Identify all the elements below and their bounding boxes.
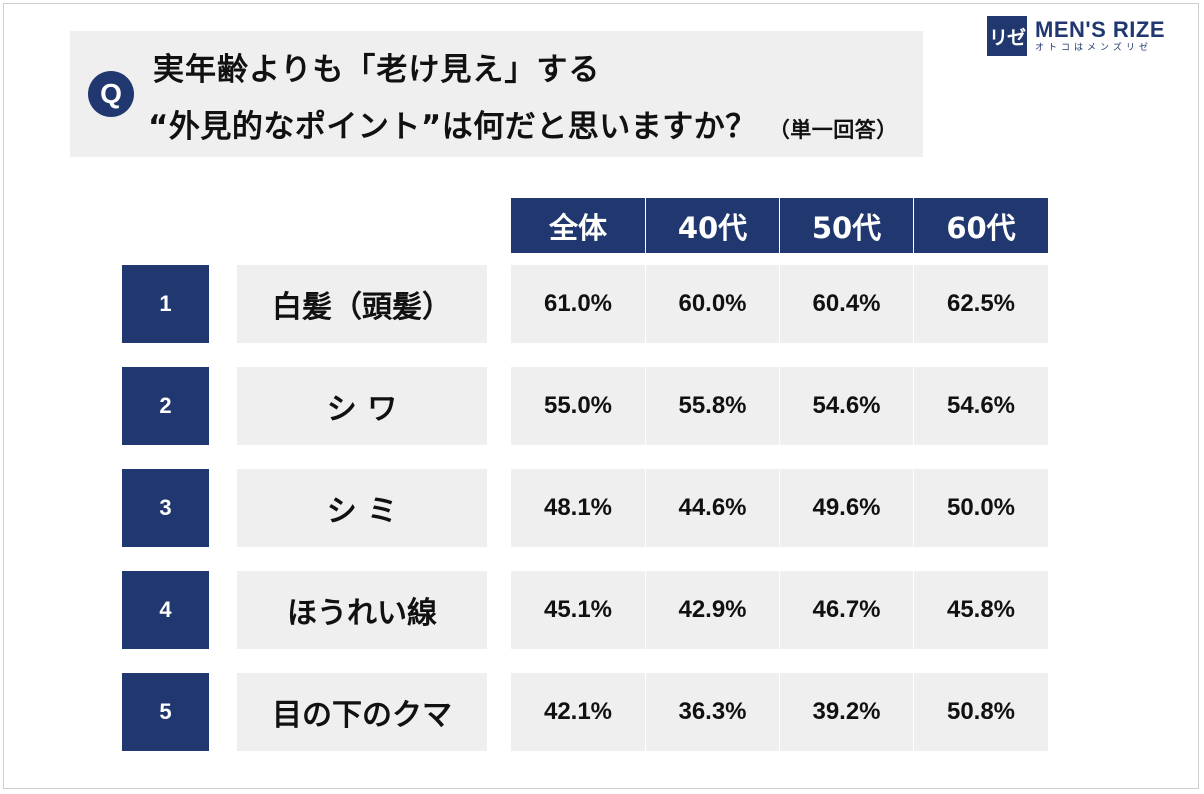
- value-cell-50s: 49.6%: [780, 469, 913, 547]
- question-panel: [70, 31, 923, 157]
- value-cell-50s: 60.4%: [780, 265, 913, 343]
- table-row: 1 白髪（頭髪） 61.0% 60.0% 60.4% 62.5%: [0, 265, 1204, 343]
- value-cell-50s: 54.6%: [780, 367, 913, 445]
- rank-badge: 1: [122, 265, 209, 343]
- value-cell-60s: 62.5%: [914, 265, 1048, 343]
- value-cell-40s: 55.8%: [646, 367, 779, 445]
- brand-subtitle: オトコはメンズリゼ: [1035, 42, 1152, 53]
- value-cell-all: 48.1%: [511, 469, 645, 547]
- column-header-40s: 40代: [646, 198, 779, 253]
- item-label: シ ワ: [237, 367, 487, 445]
- table-row: 5 目の下のクマ 42.1% 36.3% 39.2% 50.8%: [0, 673, 1204, 751]
- rank-badge: 4: [122, 571, 209, 649]
- value-cell-60s: 50.0%: [914, 469, 1048, 547]
- value-cell-50s: 39.2%: [780, 673, 913, 751]
- rank-badge: 2: [122, 367, 209, 445]
- question-note: （単一回答）: [768, 118, 898, 142]
- brand-title: MEN'S RIZE: [1035, 16, 1166, 42]
- value-cell-all: 45.1%: [511, 571, 645, 649]
- value-cell-40s: 60.0%: [646, 265, 779, 343]
- page-frame: [3, 3, 1199, 789]
- value-cell-50s: 46.7%: [780, 571, 913, 649]
- value-cell-all: 42.1%: [511, 673, 645, 751]
- value-cell-all: 61.0%: [511, 265, 645, 343]
- value-cell-40s: 36.3%: [646, 673, 779, 751]
- brand-text: MEN'S RIZE オトコはメンズリゼ: [1035, 16, 1166, 54]
- rank-badge: 3: [122, 469, 209, 547]
- question-line-1: 実年齢よりも「老け見え」する: [153, 52, 601, 88]
- item-label: 目の下のクマ: [237, 673, 487, 751]
- column-header-all: 全体: [511, 198, 645, 253]
- table-row: 3 シ ミ 48.1% 44.6% 49.6% 50.0%: [0, 469, 1204, 547]
- value-cell-60s: 50.8%: [914, 673, 1048, 751]
- rank-badge: 5: [122, 673, 209, 751]
- value-cell-60s: 45.8%: [914, 571, 1048, 649]
- table-row: 4 ほうれい線 45.1% 42.9% 46.7% 45.8%: [0, 571, 1204, 649]
- value-cell-60s: 54.6%: [914, 367, 1048, 445]
- question-line-2: “外見的なポイント”は何だと思いますか？ （単一回答）: [148, 101, 898, 146]
- item-label: ほうれい線: [237, 571, 487, 649]
- value-cell-40s: 44.6%: [646, 469, 779, 547]
- question-badge: Q: [88, 71, 134, 117]
- item-label: 白髪（頭髪）: [237, 265, 487, 343]
- column-header-60s: 60代: [914, 198, 1048, 253]
- column-header-50s: 50代: [780, 198, 913, 253]
- question-line-2-text: “外見的なポイント”は何だと思いますか？: [148, 109, 757, 145]
- value-cell-all: 55.0%: [511, 367, 645, 445]
- table-row: 2 シ ワ 55.0% 55.8% 54.6% 54.6%: [0, 367, 1204, 445]
- brand-mark: リゼ: [987, 16, 1027, 56]
- brand-logo: リゼ MEN'S RIZE オトコはメンズリゼ: [987, 15, 1187, 57]
- item-label: シ ミ: [237, 469, 487, 547]
- value-cell-40s: 42.9%: [646, 571, 779, 649]
